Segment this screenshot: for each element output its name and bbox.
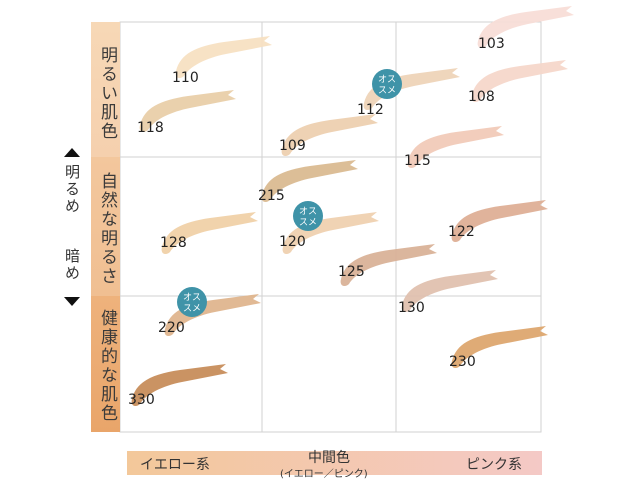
shade-label-230: 230 [449, 354, 476, 370]
shade-label-330: 330 [128, 392, 155, 408]
row-band-healthy [91, 296, 120, 432]
shade-label-103: 103 [478, 36, 505, 52]
shade-label-120: 120 [279, 234, 306, 250]
swatch-118 [139, 90, 236, 133]
shade-label-109: 109 [279, 138, 306, 154]
badge-text-line1: オス [299, 206, 317, 217]
swatch-108 [471, 60, 568, 103]
shade-label-108: 108 [468, 89, 495, 105]
shade-label-115: 115 [404, 153, 431, 169]
axis-label-neutral: 中間色 [308, 450, 350, 466]
swatch-128 [161, 212, 258, 255]
shade-label-220: 220 [158, 320, 185, 336]
side-axis-bottom-label: 暗め [63, 248, 81, 282]
side-axis-top-label: 明るめ [63, 164, 81, 215]
swatch-122 [451, 200, 548, 243]
axis-label-pink: ピンク系 [466, 457, 522, 473]
swatch-115 [407, 126, 504, 169]
badge-circle [293, 201, 323, 231]
axis-label-yellow: イエロー系 [140, 457, 210, 473]
badge-text-line2: スメ [299, 218, 317, 228]
shade-label-112: 112 [357, 102, 384, 118]
swatch-230 [451, 326, 548, 369]
shade-label-125: 125 [338, 264, 365, 280]
swatch-109 [281, 114, 378, 157]
shade-label-110: 110 [172, 70, 199, 86]
shade-label-118: 118 [137, 120, 164, 136]
badge-circle [177, 287, 207, 317]
swatch-112 [363, 68, 460, 111]
shade-label-215: 215 [258, 188, 285, 204]
shade-label-130: 130 [398, 300, 425, 316]
shade-label-122: 122 [448, 224, 475, 240]
row-label-bright: 明るい肌色 [97, 45, 117, 141]
badge-text-line2: スメ [183, 304, 201, 314]
grid-frame [119, 21, 542, 433]
swatch-103 [477, 6, 574, 49]
swatch-120 [282, 212, 379, 255]
row-label-healthy: 健康的な肌色 [97, 309, 117, 423]
down-arrow-icon [64, 297, 80, 306]
shade-label-128: 128 [160, 235, 187, 251]
swatch-215 [261, 160, 358, 203]
badge-text-line2: スメ [378, 86, 396, 96]
swatch-220 [164, 294, 261, 337]
axis-sublabel-neutral: (イエロー／ピンク) [280, 469, 368, 480]
swatch-130 [401, 270, 498, 313]
swatch-110 [175, 36, 272, 79]
up-arrow-icon [64, 148, 80, 157]
row-band-natural [91, 157, 120, 296]
row-band-bright [91, 22, 120, 157]
swatch-330 [131, 364, 228, 407]
swatch-125 [340, 244, 437, 287]
row-label-natural: 自然な明るさ [97, 171, 117, 286]
hue-gradient-bar [127, 451, 542, 475]
badge-text-line1: オス [183, 292, 201, 303]
badge-text-line1: オス [378, 74, 396, 85]
badge-circle [372, 69, 402, 99]
